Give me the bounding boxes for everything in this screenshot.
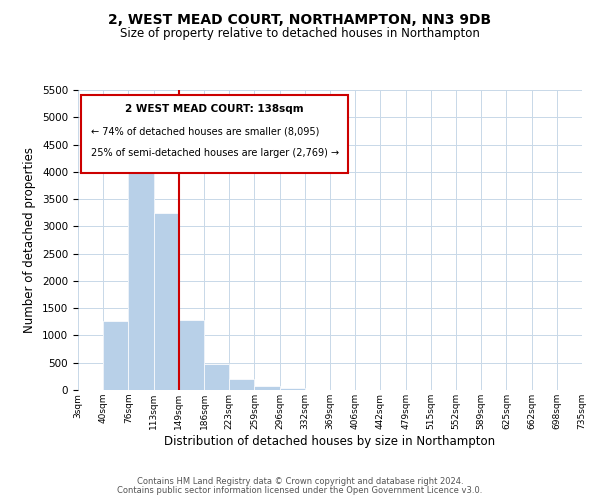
Bar bbox=[128, 156, 154, 390]
FancyBboxPatch shape bbox=[80, 94, 347, 172]
Bar bbox=[179, 320, 204, 390]
Text: 2, WEST MEAD COURT, NORTHAMPTON, NN3 9DB: 2, WEST MEAD COURT, NORTHAMPTON, NN3 9DB bbox=[109, 12, 491, 26]
Text: 25% of semi-detached houses are larger (2,769) →: 25% of semi-detached houses are larger (… bbox=[91, 148, 339, 158]
Bar bbox=[204, 364, 229, 390]
Text: Contains public sector information licensed under the Open Government Licence v3: Contains public sector information licen… bbox=[118, 486, 482, 495]
Text: ← 74% of detached houses are smaller (8,095): ← 74% of detached houses are smaller (8,… bbox=[91, 126, 319, 136]
Text: 2 WEST MEAD COURT: 138sqm: 2 WEST MEAD COURT: 138sqm bbox=[125, 104, 304, 114]
Bar bbox=[229, 378, 254, 390]
X-axis label: Distribution of detached houses by size in Northampton: Distribution of detached houses by size … bbox=[164, 434, 496, 448]
Bar bbox=[254, 386, 280, 390]
Text: Contains HM Land Registry data © Crown copyright and database right 2024.: Contains HM Land Registry data © Crown c… bbox=[137, 477, 463, 486]
Text: Size of property relative to detached houses in Northampton: Size of property relative to detached ho… bbox=[120, 28, 480, 40]
Bar bbox=[103, 320, 128, 390]
Bar bbox=[280, 388, 305, 390]
Bar bbox=[154, 212, 179, 390]
Y-axis label: Number of detached properties: Number of detached properties bbox=[23, 147, 37, 333]
